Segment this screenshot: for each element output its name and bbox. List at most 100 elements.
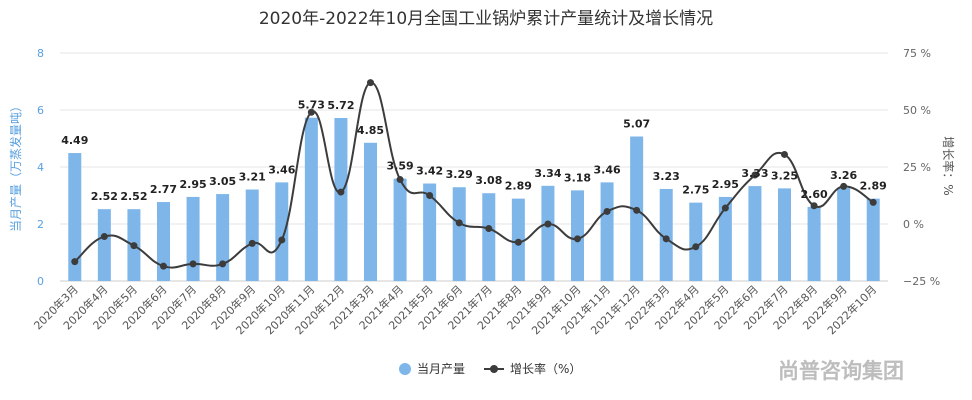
y-left-tick-label: 0 (37, 275, 44, 288)
y-right-tick-label: 25 % (903, 161, 931, 174)
y-right-tick-label: 0 % (903, 218, 924, 231)
growth-point (781, 150, 788, 158)
y-left-tick-label: 6 (37, 104, 44, 117)
bar-value-label: 3.23 (653, 170, 680, 183)
bar-value-label: 2.89 (860, 180, 887, 193)
bar-value-label: 2.89 (505, 180, 532, 193)
growth-line (71, 79, 877, 270)
bar (807, 206, 821, 281)
bar-value-label: 5.07 (623, 118, 650, 131)
bar (97, 209, 111, 281)
bar-value-label: 2.52 (120, 190, 147, 203)
growth-point (574, 235, 581, 243)
growth-point (455, 219, 463, 227)
bar-value-label: 3.05 (209, 175, 236, 188)
growth-point (219, 260, 227, 268)
growth-point (71, 258, 79, 266)
growth-point (514, 238, 522, 246)
growth-point (426, 192, 434, 199)
bar-value-label: 2.75 (682, 184, 709, 197)
bar (186, 196, 200, 281)
y-right-tick-label: 50 % (903, 104, 931, 117)
growth-point (810, 202, 818, 210)
growth-point (721, 204, 729, 212)
legend: 当月产量 增长率（%） (399, 361, 581, 376)
bar (778, 188, 791, 281)
bars (68, 117, 880, 281)
bar (334, 117, 348, 281)
bar-value-label: 2.95 (712, 178, 739, 191)
growth-point (840, 182, 848, 190)
growth-point (544, 220, 552, 228)
y-axis-right-label: 增长率：% (941, 136, 956, 195)
x-axis: 2020年3月2020年4月2020年5月2020年6月2020年7月2020年… (31, 282, 880, 337)
growth-point (633, 206, 641, 214)
legend-bar-marker (399, 363, 411, 375)
growth-point (692, 243, 700, 251)
bar (600, 182, 614, 281)
data-labels: 4.492.52 2.522.77 2.95 3.05 3.213.465.73 5.72… (61, 99, 887, 203)
y-left-tick-label: 4 (37, 161, 44, 174)
bar-value-label: 3.42 (416, 165, 443, 178)
growth-point (307, 108, 315, 116)
bar-value-label: 3.18 (564, 171, 591, 184)
growth-point (751, 171, 759, 179)
watermark: 尚普咨询集团 (778, 359, 904, 383)
bar-value-label: 2.60 (801, 188, 828, 201)
bar (68, 153, 82, 281)
y-left-tick-label: 8 (37, 47, 44, 60)
bar-value-label: 3.25 (771, 169, 798, 182)
bar (393, 178, 407, 281)
bar (245, 189, 259, 281)
bar-value-label: 2.95 (180, 178, 207, 191)
chart-title: 2020年-2022年10月全国工业锅炉累计产量统计及增长情况 (259, 9, 713, 29)
bar-value-label: 3.21 (239, 171, 266, 184)
bar (423, 183, 437, 281)
legend-line-label: 增长率（%） (510, 361, 581, 376)
bar (452, 187, 466, 281)
bar-value-label: 4.49 (61, 134, 88, 147)
bar (482, 193, 496, 281)
y-axis-left-label: 当月产量（万蒸发量吨） (8, 100, 23, 232)
bar-value-label: 3.33 (741, 167, 768, 180)
growth-point (662, 235, 670, 243)
bar-value-label: 2.77 (150, 183, 177, 196)
bar-value-label: 3.34 (534, 167, 561, 180)
growth-point (603, 207, 611, 215)
bar (689, 202, 703, 281)
bar-value-label: 3.46 (594, 163, 621, 176)
y-axis-right: −25 % 0 % 25 % 50 % 75 % (903, 47, 940, 288)
bar-value-label: 2.52 (91, 190, 118, 203)
bar (216, 194, 230, 281)
bar (718, 196, 732, 281)
bar (157, 202, 170, 281)
bar-value-label: 3.46 (268, 163, 295, 176)
y-right-tick-label: 75 % (903, 47, 931, 60)
bar (748, 186, 762, 281)
bar (275, 182, 289, 281)
y-left-tick-label: 2 (37, 218, 44, 231)
growth-point (248, 239, 256, 247)
bar-value-label: 3.08 (475, 174, 502, 187)
growth-line-path (74, 81, 874, 269)
legend-line-dot (490, 365, 498, 373)
growth-point (100, 233, 108, 241)
growth-point (485, 225, 493, 233)
growth-point (367, 79, 374, 87)
bar-value-label: 4.85 (357, 124, 384, 137)
bar (837, 188, 851, 281)
growth-point (278, 236, 286, 244)
bar (304, 117, 318, 281)
legend-bar-label: 当月产量 (417, 362, 465, 376)
growth-point (869, 198, 877, 206)
bar (659, 188, 673, 281)
growth-point (396, 176, 404, 184)
bar-value-label: 5.73 (298, 99, 325, 112)
bar-value-label: 3.29 (446, 168, 473, 181)
bar (866, 198, 880, 281)
growth-point (160, 262, 167, 270)
growth-point (189, 260, 197, 268)
bar-value-label: 5.72 (327, 99, 354, 112)
y-right-tick-label: −25 % (903, 275, 940, 288)
